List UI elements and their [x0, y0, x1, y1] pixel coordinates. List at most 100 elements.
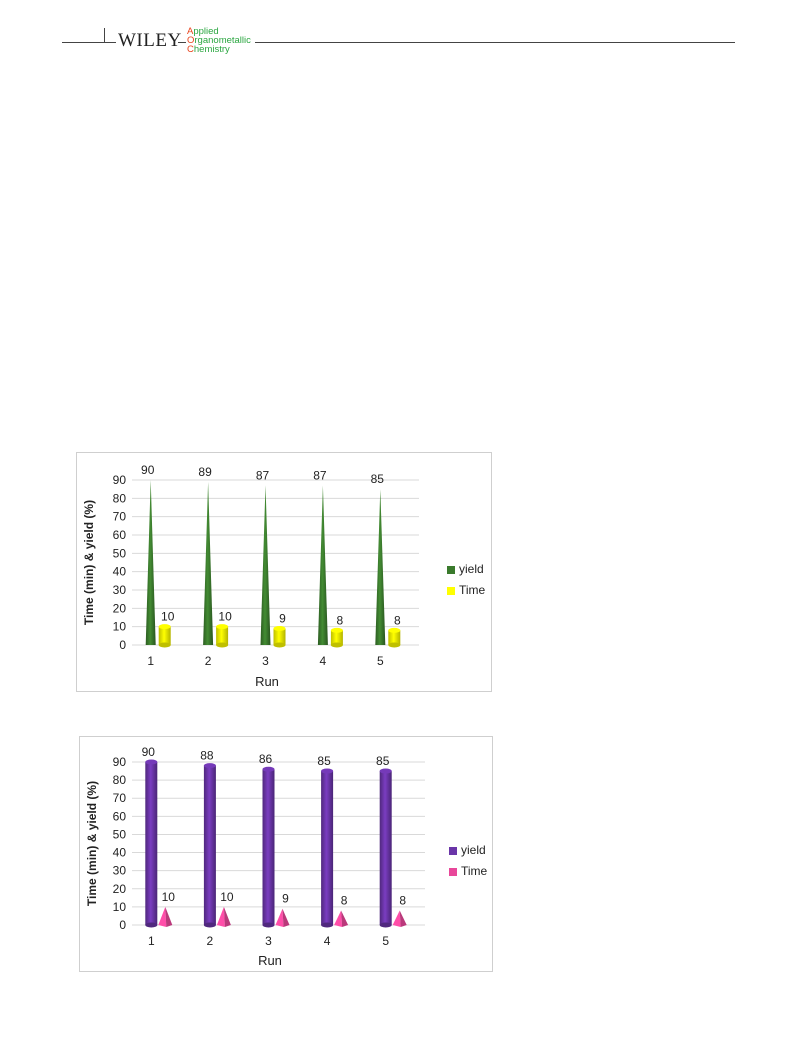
journal-header: WILEY Applied Organometallic Chemistry: [0, 0, 793, 60]
chart-2-time-label-1: 10: [220, 890, 234, 904]
chart-2-ytick-2: 20: [113, 882, 127, 896]
chart-1-yield-label-1: 89: [198, 465, 212, 479]
chart-2-time-mark-2: [275, 908, 290, 927]
chart-2-time-label-2: 9: [282, 892, 289, 906]
journal-name: Applied Organometallic Chemistry: [187, 26, 251, 55]
chart-1-ytick-2: 20: [113, 601, 127, 615]
chart-1-legend-yield: yield: [447, 562, 484, 576]
chart-1-time-mark-4: [388, 627, 401, 648]
chart-1-yield-mark-3: [317, 485, 328, 645]
chart-1-xtick-4: 5: [377, 654, 384, 668]
chart-1-xtick-2: 3: [262, 654, 269, 668]
journal-line-1: Applied: [187, 26, 219, 37]
chart-2-legend-time: Time: [449, 864, 487, 878]
chart-2-legend-yield-label: yield: [461, 843, 486, 857]
chart-2-ytick-8: 80: [113, 773, 127, 787]
chart-2-ytick-5: 50: [113, 827, 127, 841]
header-rule-right: [255, 42, 735, 43]
chart-2-legend-time-swatch: [449, 867, 457, 876]
chart-1: 0 10 20 30 40 50 60 70 80 90 Time (min) & yield (%…: [82, 463, 419, 689]
chart-2-xtick-1: 2: [207, 934, 214, 948]
chart-1-yield-mark-0: [145, 480, 156, 645]
chart-1-xlabel: Run: [255, 674, 279, 689]
chart-2-yield-mark-1: [203, 763, 216, 928]
wiley-logo: WILEY: [118, 30, 182, 51]
chart-1-legend-yield-label: yield: [459, 562, 484, 576]
chart-1-ylabel: Time (min) & yield (%): [82, 500, 96, 625]
chart-2-time-mark-0: [158, 906, 173, 927]
chart-1-ytick-3: 30: [113, 583, 127, 597]
chart-1-xtick-1: 2: [205, 654, 212, 668]
chart-2-yield-label-2: 86: [259, 752, 273, 766]
chart-2-yield-label-1: 88: [200, 749, 214, 763]
chart-1-xtick-3: 4: [320, 654, 327, 668]
chart-2-ytick-1: 10: [113, 900, 127, 914]
chart-1-yield-mark-4: [375, 489, 386, 645]
chart-1-legend-time-swatch: [447, 586, 455, 595]
chart-1-ytick-8: 80: [113, 491, 127, 505]
chart-2-xtick-2: 3: [265, 934, 272, 948]
chart-1-time-mark-3: [330, 627, 343, 648]
chart-1-ytick-4: 40: [113, 565, 127, 579]
chart-1-yield-mark-1: [203, 481, 214, 645]
chart-2-xtick-3: 4: [324, 934, 331, 948]
chart-2-time-mark-3: [334, 910, 349, 927]
chart-1-yield-label-4: 85: [371, 472, 385, 486]
chart-2-time-mark-1: [216, 906, 231, 927]
chart-1-yield-label-2: 87: [256, 469, 270, 483]
chart-2-legend-yield: yield: [449, 843, 486, 857]
chart-1-ytick-5: 50: [113, 546, 127, 560]
chart-2: 0 10 20 30 40 50 60 70 80 90 Time (min) & yield (%…: [85, 745, 425, 968]
chart-2-time-label-0: 10: [162, 890, 176, 904]
chart-2-frame: 0 10 20 30 40 50 60 70 80 90 Time (min) & yield (%…: [79, 736, 493, 972]
chart-1-xtick-0: 1: [147, 654, 154, 668]
journal-line-2: Organometallic: [187, 35, 251, 46]
chart-2-xtick-0: 1: [148, 934, 155, 948]
chart-1-time-label-2: 9: [279, 612, 286, 626]
chart-1-time-mark-0: [158, 624, 171, 648]
chart-1-time-label-1: 10: [218, 610, 232, 624]
chart-2-yield-mark-4: [379, 768, 392, 928]
chart-1-ytick-0: 0: [119, 638, 126, 652]
chart-1-frame: 0 10 20 30 40 50 60 70 80 90 Time (min) & yield (%…: [76, 452, 492, 692]
chart-1-ytick-1: 10: [113, 620, 127, 634]
chart-2-yield-mark-3: [321, 768, 334, 928]
header-rule-left: [62, 42, 116, 43]
chart-1-time-label-3: 8: [337, 613, 344, 627]
chart-2-yield-mark-2: [262, 766, 275, 928]
chart-1-time-label-0: 10: [161, 610, 175, 624]
header-rule-mid: [178, 42, 186, 43]
chart-2-ytick-9: 90: [113, 755, 127, 769]
chart-1-legend-yield-swatch: [447, 565, 455, 574]
chart-1-yield-label-3: 87: [313, 469, 327, 483]
chart-2-legend-time-label: Time: [461, 864, 488, 878]
chart-2-ytick-0: 0: [119, 918, 126, 932]
chart-2-yield-label-0: 90: [142, 745, 156, 759]
chart-1-yield-label-0: 90: [141, 463, 155, 477]
chart-2-ytick-4: 40: [113, 846, 127, 860]
chart-1-ytick-6: 60: [113, 528, 127, 542]
chart-1-ytick-9: 90: [113, 473, 127, 487]
chart-1-time-label-4: 8: [394, 613, 401, 627]
chart-1-time-mark-1: [216, 624, 229, 648]
chart-2-time-mark-4: [392, 910, 407, 927]
header-rule-tick: [104, 28, 105, 42]
chart-2-yield-mark-0: [145, 759, 158, 928]
chart-1-legend-time: Time: [447, 583, 485, 597]
chart-2-legend-yield-swatch: [449, 846, 457, 855]
journal-line-3: Chemistry: [187, 44, 230, 55]
chart-2-ylabel: Time (min) & yield (%): [85, 781, 99, 906]
chart-2-ytick-7: 70: [113, 791, 127, 805]
chart-2-xlabel: Run: [258, 953, 282, 968]
chart-1-time-mark-2: [273, 626, 286, 648]
chart-1-legend-time-label: Time: [459, 583, 486, 597]
chart-2-xtick-4: 5: [382, 934, 389, 948]
chart-2-time-label-3: 8: [341, 894, 348, 908]
chart-2-ytick-3: 30: [113, 864, 127, 878]
chart-1-yield-mark-2: [260, 485, 271, 645]
chart-2-ytick-6: 60: [113, 809, 127, 823]
chart-2-yield-label-4: 85: [376, 754, 390, 768]
chart-2-time-label-4: 8: [399, 894, 406, 908]
chart-1-ytick-7: 70: [113, 510, 127, 524]
chart-2-yield-label-3: 85: [317, 754, 331, 768]
